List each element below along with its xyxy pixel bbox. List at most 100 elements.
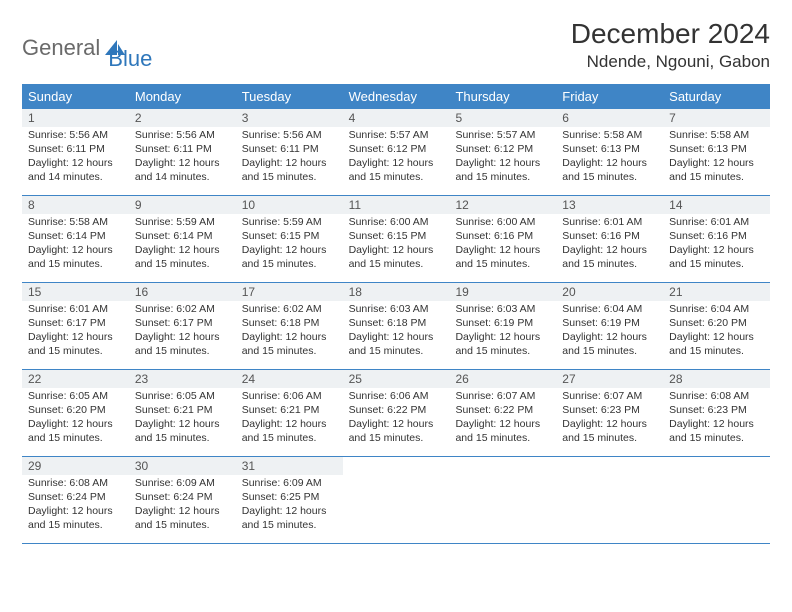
day-number: 26 (449, 370, 556, 388)
sunrise: Sunrise: 5:57 AM (455, 129, 550, 143)
empty-cell (449, 457, 556, 543)
daylight-line-2: and 15 minutes. (562, 432, 657, 446)
day-body: Sunrise: 6:04 AMSunset: 6:20 PMDaylight:… (663, 301, 770, 362)
day-body: Sunrise: 6:01 AMSunset: 6:16 PMDaylight:… (663, 214, 770, 275)
sunset: Sunset: 6:20 PM (669, 317, 764, 331)
title-block: December 2024 Ndende, Ngouni, Gabon (571, 18, 770, 72)
sunrise: Sunrise: 5:59 AM (135, 216, 230, 230)
daylight-line-1: Daylight: 12 hours (349, 157, 444, 171)
sunrise: Sunrise: 6:01 AM (562, 216, 657, 230)
daylight-line-2: and 15 minutes. (669, 171, 764, 185)
daylight-line-2: and 14 minutes. (135, 171, 230, 185)
sunrise: Sunrise: 5:58 AM (669, 129, 764, 143)
day-body: Sunrise: 5:56 AMSunset: 6:11 PMDaylight:… (22, 127, 129, 188)
sunset: Sunset: 6:18 PM (349, 317, 444, 331)
day-body: Sunrise: 6:00 AMSunset: 6:15 PMDaylight:… (343, 214, 450, 275)
sunset: Sunset: 6:18 PM (242, 317, 337, 331)
day-number: 28 (663, 370, 770, 388)
day-number: 2 (129, 109, 236, 127)
sunrise: Sunrise: 5:56 AM (135, 129, 230, 143)
daylight-line-2: and 14 minutes. (28, 171, 123, 185)
logo-text-general: General (22, 35, 100, 61)
day-body: Sunrise: 6:03 AMSunset: 6:19 PMDaylight:… (449, 301, 556, 362)
day-number: 4 (343, 109, 450, 127)
daylight-line-1: Daylight: 12 hours (28, 157, 123, 171)
day-header-saturday: Saturday (663, 84, 770, 109)
sunrise: Sunrise: 6:08 AM (28, 477, 123, 491)
daylight-line-1: Daylight: 12 hours (562, 418, 657, 432)
day-cell: 25Sunrise: 6:06 AMSunset: 6:22 PMDayligh… (343, 370, 450, 456)
sunset: Sunset: 6:20 PM (28, 404, 123, 418)
daylight-line-2: and 15 minutes. (28, 345, 123, 359)
day-header-friday: Friday (556, 84, 663, 109)
sunrise: Sunrise: 6:04 AM (669, 303, 764, 317)
day-body: Sunrise: 6:04 AMSunset: 6:19 PMDaylight:… (556, 301, 663, 362)
sunset: Sunset: 6:13 PM (562, 143, 657, 157)
day-cell: 4 Sunrise: 5:57 AMSunset: 6:12 PMDaylight… (343, 109, 450, 195)
day-body: Sunrise: 6:06 AMSunset: 6:22 PMDaylight:… (343, 388, 450, 449)
day-number: 21 (663, 283, 770, 301)
sunset: Sunset: 6:24 PM (28, 491, 123, 505)
sunrise: Sunrise: 6:03 AM (349, 303, 444, 317)
daylight-line-2: and 15 minutes. (242, 171, 337, 185)
daylight-line-1: Daylight: 12 hours (455, 331, 550, 345)
daylight-line-2: and 15 minutes. (242, 345, 337, 359)
day-cell: 29Sunrise: 6:08 AMSunset: 6:24 PMDayligh… (22, 457, 129, 543)
sunrise: Sunrise: 5:57 AM (349, 129, 444, 143)
day-body: Sunrise: 5:56 AMSunset: 6:11 PMDaylight:… (236, 127, 343, 188)
daylight-line-1: Daylight: 12 hours (242, 157, 337, 171)
calendar: SundayMondayTuesdayWednesdayThursdayFrid… (22, 84, 770, 544)
day-body: Sunrise: 6:05 AMSunset: 6:21 PMDaylight:… (129, 388, 236, 449)
daylight-line-2: and 15 minutes. (135, 345, 230, 359)
daylight-line-1: Daylight: 12 hours (349, 244, 444, 258)
sunset: Sunset: 6:12 PM (455, 143, 550, 157)
daylight-line-2: and 15 minutes. (135, 258, 230, 272)
day-number: 18 (343, 283, 450, 301)
day-cell: 10Sunrise: 5:59 AMSunset: 6:15 PMDayligh… (236, 196, 343, 282)
sunset: Sunset: 6:22 PM (455, 404, 550, 418)
daylight-line-1: Daylight: 12 hours (669, 157, 764, 171)
day-body: Sunrise: 6:00 AMSunset: 6:16 PMDaylight:… (449, 214, 556, 275)
day-body: Sunrise: 6:09 AMSunset: 6:24 PMDaylight:… (129, 475, 236, 536)
sunrise: Sunrise: 6:01 AM (28, 303, 123, 317)
daylight-line-2: and 15 minutes. (349, 171, 444, 185)
day-number: 13 (556, 196, 663, 214)
day-number: 20 (556, 283, 663, 301)
day-body: Sunrise: 6:01 AMSunset: 6:16 PMDaylight:… (556, 214, 663, 275)
day-body: Sunrise: 5:59 AMSunset: 6:15 PMDaylight:… (236, 214, 343, 275)
daylight-line-1: Daylight: 12 hours (28, 244, 123, 258)
day-body: Sunrise: 6:08 AMSunset: 6:23 PMDaylight:… (663, 388, 770, 449)
daylight-line-1: Daylight: 12 hours (28, 505, 123, 519)
daylight-line-1: Daylight: 12 hours (135, 244, 230, 258)
day-body: Sunrise: 6:05 AMSunset: 6:20 PMDaylight:… (22, 388, 129, 449)
day-number: 15 (22, 283, 129, 301)
day-number: 12 (449, 196, 556, 214)
sunrise: Sunrise: 6:05 AM (135, 390, 230, 404)
day-body: Sunrise: 6:07 AMSunset: 6:23 PMDaylight:… (556, 388, 663, 449)
sunset: Sunset: 6:16 PM (669, 230, 764, 244)
daylight-line-2: and 15 minutes. (349, 345, 444, 359)
day-number: 14 (663, 196, 770, 214)
sunrise: Sunrise: 6:08 AM (669, 390, 764, 404)
sunset: Sunset: 6:15 PM (349, 230, 444, 244)
day-body: Sunrise: 5:56 AMSunset: 6:11 PMDaylight:… (129, 127, 236, 188)
day-number: 10 (236, 196, 343, 214)
daylight-line-1: Daylight: 12 hours (135, 505, 230, 519)
daylight-line-1: Daylight: 12 hours (455, 157, 550, 171)
day-body: Sunrise: 5:57 AMSunset: 6:12 PMDaylight:… (449, 127, 556, 188)
sunrise: Sunrise: 6:03 AM (455, 303, 550, 317)
week-row: 1Sunrise: 5:56 AMSunset: 6:11 PMDaylight… (22, 109, 770, 196)
day-number: 16 (129, 283, 236, 301)
day-cell: 27Sunrise: 6:07 AMSunset: 6:23 PMDayligh… (556, 370, 663, 456)
sunrise: Sunrise: 6:05 AM (28, 390, 123, 404)
day-header-wednesday: Wednesday (343, 84, 450, 109)
day-cell: 12Sunrise: 6:00 AMSunset: 6:16 PMDayligh… (449, 196, 556, 282)
sunset: Sunset: 6:19 PM (455, 317, 550, 331)
sunset: Sunset: 6:12 PM (349, 143, 444, 157)
day-cell: 7Sunrise: 5:58 AMSunset: 6:13 PMDaylight… (663, 109, 770, 195)
sunrise: Sunrise: 6:06 AM (349, 390, 444, 404)
day-cell: 24Sunrise: 6:06 AMSunset: 6:21 PMDayligh… (236, 370, 343, 456)
empty-cell (343, 457, 450, 543)
sunrise: Sunrise: 6:00 AM (349, 216, 444, 230)
daylight-line-1: Daylight: 12 hours (242, 331, 337, 345)
